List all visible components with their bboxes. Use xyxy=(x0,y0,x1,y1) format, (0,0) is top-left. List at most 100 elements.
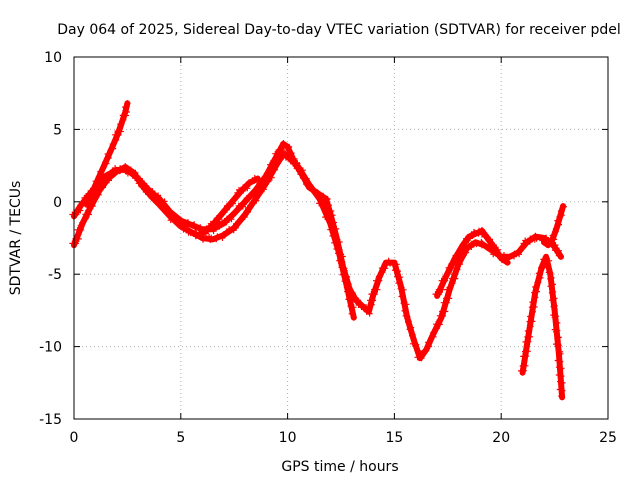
data-point xyxy=(240,199,247,206)
data-point xyxy=(270,157,277,164)
data-point xyxy=(400,300,407,307)
data-point xyxy=(445,290,452,297)
data-point xyxy=(112,166,119,173)
data-point xyxy=(75,231,82,238)
data-point xyxy=(254,175,261,182)
data-point xyxy=(545,263,552,270)
data-point xyxy=(193,230,200,237)
data-point xyxy=(537,274,544,281)
data-point xyxy=(548,274,555,281)
data-point xyxy=(471,228,477,235)
data-point xyxy=(185,219,191,226)
data-point xyxy=(558,393,565,400)
data-point xyxy=(104,151,111,157)
data-point xyxy=(523,353,530,360)
y-tick-label: 10 xyxy=(44,50,62,66)
data-point xyxy=(370,297,377,304)
data-point xyxy=(123,112,129,119)
data-point xyxy=(425,339,431,346)
data-point xyxy=(316,195,323,201)
data-point xyxy=(251,188,258,195)
data-point xyxy=(219,209,226,216)
data-point xyxy=(89,186,96,193)
data-point xyxy=(556,351,563,358)
data-point xyxy=(558,365,565,372)
data-point xyxy=(451,271,457,278)
data-point xyxy=(112,137,119,144)
data-point xyxy=(115,132,122,139)
data-point xyxy=(422,347,429,354)
data-point xyxy=(139,180,146,187)
data-point xyxy=(330,227,337,234)
data-point xyxy=(522,362,529,369)
data-point xyxy=(319,202,326,209)
data-point xyxy=(555,334,562,341)
data-point xyxy=(327,226,334,233)
data-point xyxy=(521,358,528,365)
data-point xyxy=(117,165,124,172)
data-point xyxy=(555,372,562,378)
data-point xyxy=(552,225,559,232)
data-point xyxy=(347,289,354,296)
data-point xyxy=(544,264,551,271)
data-point xyxy=(97,168,104,175)
data-point xyxy=(547,275,554,282)
data-point xyxy=(397,274,404,281)
data-point xyxy=(560,203,567,210)
data-point xyxy=(273,160,280,167)
data-point xyxy=(100,180,107,187)
data-point xyxy=(557,366,564,373)
data-point xyxy=(452,252,459,259)
data-point xyxy=(248,201,255,208)
data-point xyxy=(296,166,302,173)
x-axis-label: GPS time / hours xyxy=(281,459,398,475)
data-point xyxy=(233,221,240,228)
data-point xyxy=(495,246,501,253)
data-point xyxy=(551,314,558,321)
data-point xyxy=(550,288,557,295)
data-point xyxy=(201,235,207,242)
data-point xyxy=(349,309,356,316)
data-point xyxy=(366,310,373,317)
data-point xyxy=(401,307,408,314)
data-point xyxy=(558,253,564,260)
series-secondary-trace xyxy=(69,150,357,321)
data-point xyxy=(409,331,416,338)
data-point xyxy=(322,208,329,215)
data-point xyxy=(207,220,214,227)
data-point xyxy=(313,191,320,198)
data-point xyxy=(299,167,306,174)
chart-title: Day 064 of 2025, Sidereal Day-to-day VTE… xyxy=(57,22,621,38)
data-point xyxy=(246,180,253,187)
data-point xyxy=(553,313,559,320)
y-tick-label: 5 xyxy=(53,122,62,138)
data-point xyxy=(350,304,357,311)
data-point xyxy=(412,342,419,349)
data-point xyxy=(235,202,242,209)
series-pre-v-descent xyxy=(539,203,567,249)
data-point xyxy=(396,279,403,286)
series-late-rise-19-20-5h xyxy=(432,226,511,299)
data-point xyxy=(331,239,338,246)
data-point xyxy=(550,303,557,310)
x-tick-label: 10 xyxy=(279,430,297,446)
data-point xyxy=(394,273,401,280)
data-point xyxy=(448,261,455,267)
data-point xyxy=(95,188,102,195)
data-point xyxy=(529,318,536,325)
data-point xyxy=(347,303,354,310)
x-tick-label: 25 xyxy=(599,430,617,446)
data-point xyxy=(338,251,345,258)
data-point xyxy=(277,151,284,158)
series-early-rising-arm xyxy=(82,100,131,208)
data-point xyxy=(348,310,355,317)
data-point xyxy=(405,319,411,326)
data-point xyxy=(365,306,372,313)
data-point xyxy=(336,257,343,264)
series-late-v-shaped-arm xyxy=(518,253,566,401)
data-point xyxy=(332,234,338,241)
data-point xyxy=(527,235,534,242)
data-point xyxy=(532,294,539,301)
data-point xyxy=(406,326,413,333)
